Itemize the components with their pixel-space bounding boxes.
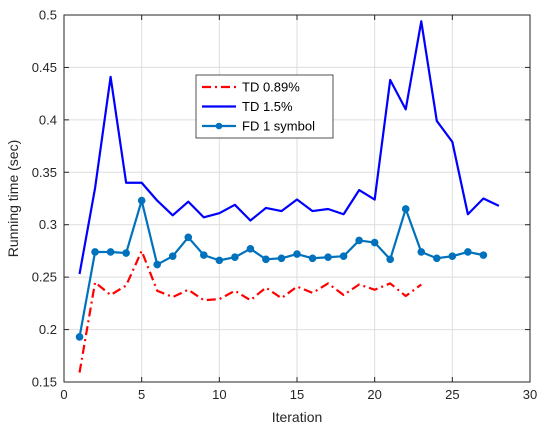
y-tick-label: 0.3	[39, 217, 57, 232]
data-point	[215, 256, 224, 265]
data-point	[448, 252, 457, 260]
data-point	[339, 252, 348, 260]
data-point	[324, 253, 332, 262]
data-point	[370, 238, 379, 247]
legend-marker	[215, 122, 223, 130]
legend-items: TD 0.89% TD 1.5% FD 1 symbol	[202, 80, 315, 134]
series-fd-1-symbol	[75, 196, 488, 341]
data-point	[137, 196, 146, 205]
legend-item-td-0-89: TD 0.89%	[202, 80, 300, 95]
data-point	[168, 252, 177, 260]
ticks	[63, 14, 531, 383]
data-point	[355, 236, 363, 245]
legend-label: FD 1 symbol	[242, 119, 315, 134]
y-tick-label: 0.25	[32, 270, 57, 285]
data-point	[200, 251, 208, 259]
x-tick-label: 25	[445, 387, 459, 402]
y-tick-label: 0.15	[32, 375, 57, 390]
x-tick-label: 30	[523, 387, 537, 402]
series-line-td-1-5	[78, 20, 500, 275]
y-tick-label: 0.4	[39, 112, 57, 127]
data-point	[153, 260, 161, 269]
data-point	[75, 333, 84, 341]
data-point	[479, 251, 488, 259]
y-tick-label: 0.45	[32, 60, 57, 75]
data-point	[262, 255, 270, 264]
legend: TD 0.89% TD 1.5% FD 1 symbol	[195, 74, 334, 139]
data-point	[277, 254, 286, 263]
legend-item-fd-1-symbol: FD 1 symbol	[202, 119, 315, 134]
y-tick-label: 0.2	[39, 322, 57, 337]
data-point	[246, 245, 255, 253]
data-point	[401, 205, 410, 213]
data-point	[417, 248, 426, 256]
data-point	[308, 254, 317, 263]
data-point	[231, 253, 239, 262]
y-axis-title: Running time (sec)	[5, 140, 21, 258]
data-point	[293, 250, 301, 258]
series-line-td-0-89	[78, 249, 422, 373]
tick-labels: 0 5 10 15 20 25 30 0.15 0.2 0.25 0.3 0.35 0.4 0.45 0.5	[32, 8, 538, 403]
data-point	[91, 248, 99, 256]
x-tick-label: 0	[60, 387, 67, 402]
x-axis-title: Iteration	[272, 409, 323, 425]
y-tick-label: 0.5	[39, 8, 57, 23]
data-point	[386, 255, 395, 264]
legend-item-td-1-5: TD 1.5%	[202, 99, 293, 114]
data-point	[122, 249, 130, 257]
x-tick-label: 15	[290, 387, 304, 402]
x-tick-label: 10	[212, 387, 226, 402]
data-point	[106, 248, 115, 256]
data-point	[184, 233, 193, 242]
legend-label: TD 1.5%	[242, 99, 293, 114]
series-td-1-5	[78, 20, 500, 275]
data-point	[464, 248, 472, 256]
x-tick-label: 5	[138, 387, 145, 402]
data-point	[433, 254, 441, 263]
y-tick-label: 0.35	[32, 165, 57, 180]
legend-label: TD 0.89%	[242, 80, 300, 95]
series-layer	[75, 20, 500, 373]
series-td-0-89	[78, 249, 422, 373]
x-tick-label: 20	[367, 387, 381, 402]
